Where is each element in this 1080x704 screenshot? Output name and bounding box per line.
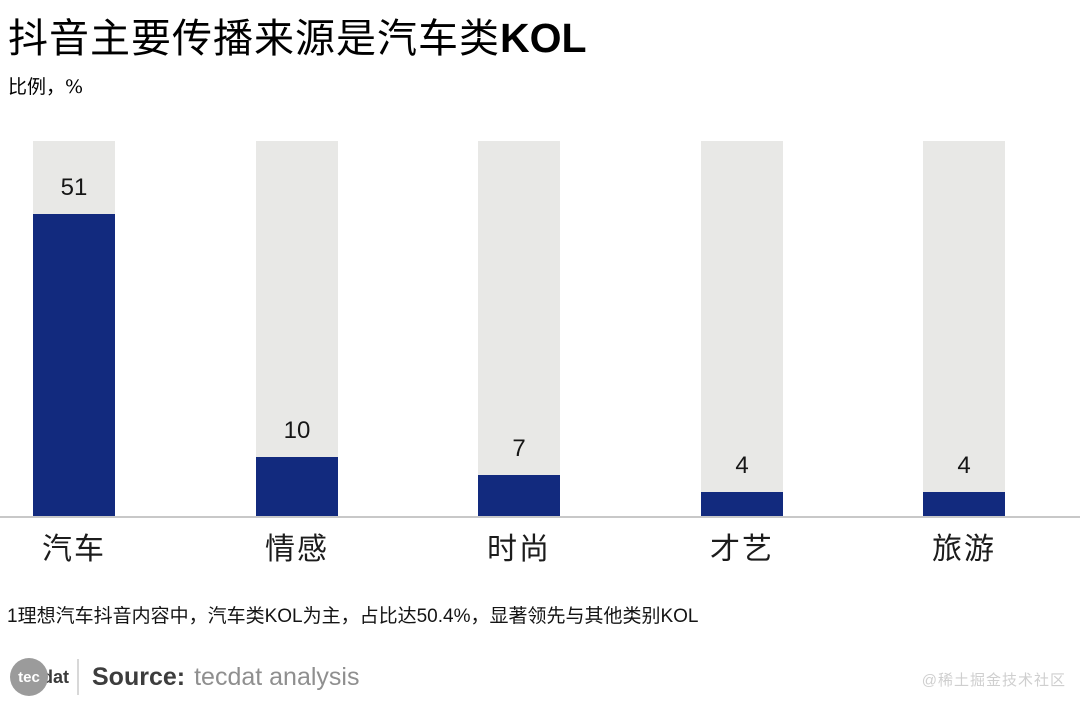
bar-value-label: 51 [60,174,88,201]
bar-fill [33,214,115,516]
bar-column: 4 旅游 [923,0,1005,704]
tecdat-logo-circle: tec [10,658,48,696]
bar-track [256,141,338,516]
bar-column: 4 才艺 [701,0,783,704]
bar-value-label: 4 [735,452,749,479]
bar-fill [701,492,783,516]
bar-column: 10 情感 [256,0,338,704]
source-label: Source: [92,662,186,691]
x-axis-line [0,516,1080,518]
bar-category-label: 旅游 [932,532,996,567]
bar-column: 7 时尚 [478,0,560,704]
bar-track [478,141,560,516]
bar-category-label: 情感 [265,532,329,567]
source-value: tecdat analysis [194,662,360,691]
bar-track [923,141,1005,516]
bar-value-label: 4 [957,452,971,479]
page-title-text: 抖音主要传播来源是汽车类 [8,16,500,62]
bar-fill [256,457,338,516]
bar-category-label: 时尚 [487,532,551,567]
tecdat-logo-suffix: dat [42,666,69,687]
bar-column: 51 汽车 [33,0,115,704]
bar-category-label: 才艺 [710,532,774,567]
footnote: 1理想汽车抖音内容中，汽车类KOL为主，占比达50.4%，显著领先与其他类别KO… [7,606,699,627]
footer-divider [77,659,79,695]
y-axis-unit-label: 比例，% [8,76,84,98]
footer: tec dat Source: tecdat analysis [10,656,359,698]
bar-fill [478,475,560,516]
bar-fill [923,492,1005,516]
tecdat-logo: tec dat [10,658,69,696]
bar-category-label: 汽车 [42,532,106,567]
page-title-suffix: KOL [500,15,587,61]
page-title: 抖音主要传播来源是汽车类 KOL [8,6,587,64]
bar-value-label: 7 [512,435,526,462]
watermark: @稀土掘金技术社区 [921,672,1066,689]
bar-track [701,141,783,516]
bar-value-label: 10 [283,417,311,444]
